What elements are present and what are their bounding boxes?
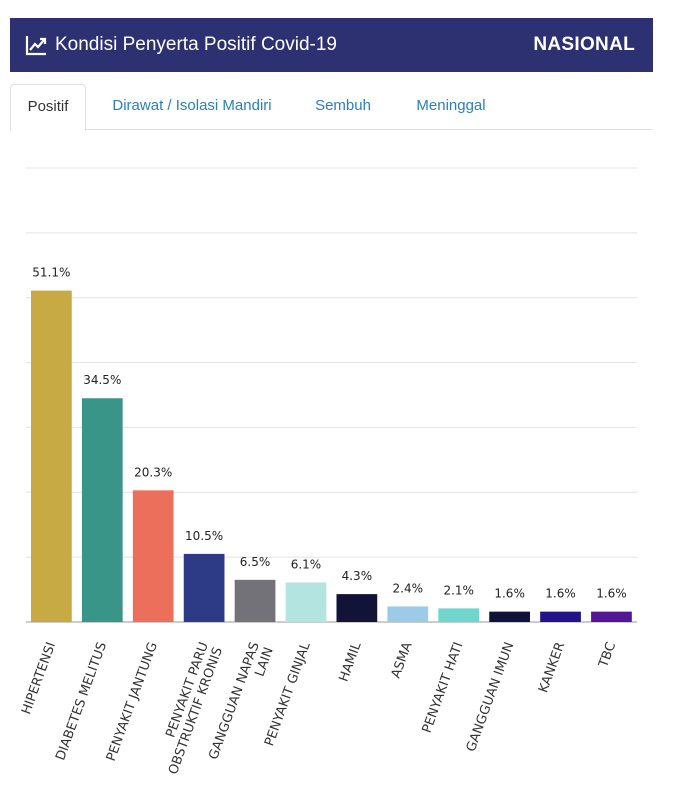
tab-positif[interactable]: Positif: [10, 84, 86, 131]
bar: [336, 594, 378, 622]
bar: [31, 290, 72, 622]
bar: [387, 606, 429, 622]
data-label: 2.1%: [443, 583, 474, 597]
category-label: PENYAKIT JANTUNG: [104, 640, 161, 763]
category-label-line: HAMIL: [337, 640, 365, 684]
category-label-line: PENYAKIT HATI: [420, 640, 467, 735]
category-label: ASMA: [389, 640, 416, 680]
data-label: 1.6%: [596, 587, 627, 601]
data-label: 1.6%: [494, 587, 525, 601]
data-label: 6.1%: [291, 557, 322, 571]
data-label: 2.4%: [393, 581, 424, 595]
data-label: 4.3%: [342, 569, 373, 583]
category-label: PENYAKIT HATI: [420, 640, 467, 735]
bar: [183, 553, 225, 622]
category-label-line: KANKER: [536, 640, 568, 695]
category-label-line: GANGGUAN IMUN: [464, 640, 518, 754]
region-label: NASIONAL: [533, 34, 635, 55]
bar: [489, 611, 530, 622]
data-label: 6.5%: [240, 555, 271, 569]
category-label-line: TBC: [596, 640, 619, 670]
card-title: Kondisi Penyerta Positif Covid-19: [55, 34, 337, 55]
category-label: KANKER: [536, 640, 568, 695]
data-label: 51.1%: [32, 266, 70, 280]
category-label: DIABETES MELITUS: [53, 640, 110, 762]
chart-card-header: Kondisi Penyerta Positif Covid-19 NASION…: [10, 18, 653, 72]
tab-dirawat[interactable]: Dirawat / Isolasi Mandiri: [112, 97, 272, 114]
bar: [285, 582, 327, 622]
bar: [438, 608, 480, 622]
category-label-line: PENYAKIT JANTUNG: [104, 640, 161, 763]
data-label: 10.5%: [185, 529, 223, 543]
category-label: GANGGUAN IMUN: [464, 640, 518, 754]
bar: [540, 611, 581, 622]
category-label-line: ASMA: [389, 640, 416, 680]
bar: [81, 398, 123, 622]
bar: [234, 579, 276, 622]
bar: [132, 490, 174, 622]
category-label: HIPERTENSI: [19, 640, 59, 716]
category-label-line: DIABETES MELITUS: [53, 640, 110, 762]
data-label: 1.6%: [545, 587, 576, 601]
comorbidity-bar-chart: 51.1% HIPERTENSI 34.5% DIABETES MELITUS 20.3…: [19, 167, 637, 777]
tab-sembuh[interactable]: Sembuh: [315, 97, 371, 114]
data-label: 20.3%: [134, 465, 172, 479]
tab-meninggal[interactable]: Meninggal: [416, 97, 486, 114]
data-label: 34.5%: [83, 373, 121, 387]
category-label-line: HIPERTENSI: [19, 640, 59, 716]
category-label: TBC: [596, 640, 619, 670]
tab-bar: Positif Dirawat / Isolasi Mandiri Sembuh…: [10, 84, 653, 131]
category-label: HAMIL: [337, 640, 365, 684]
line-chart-icon: [25, 34, 47, 56]
bar: [591, 611, 632, 622]
